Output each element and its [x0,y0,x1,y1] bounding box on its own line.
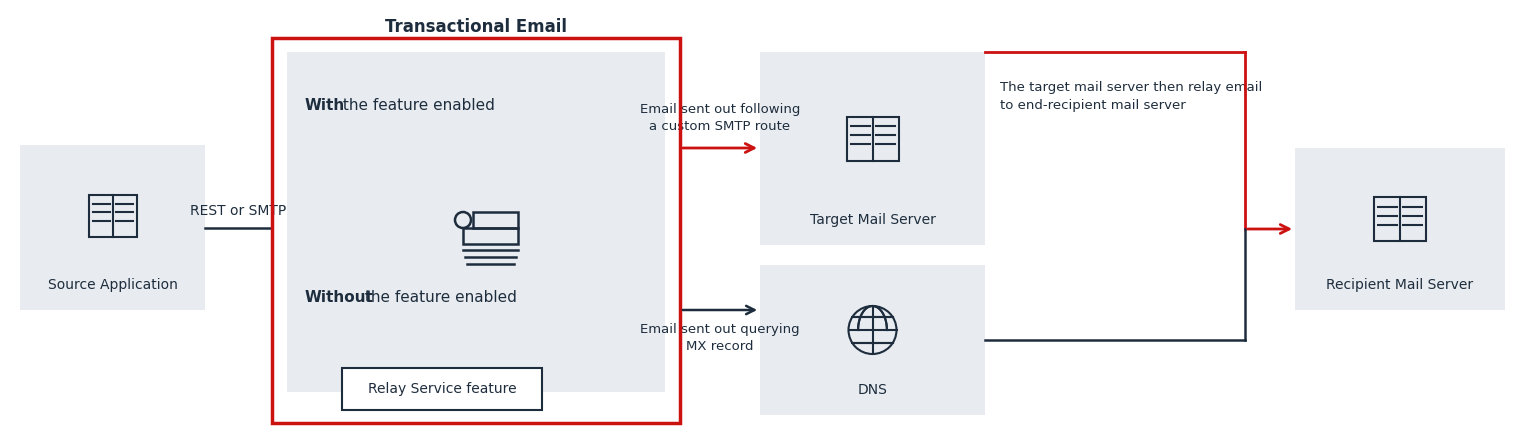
Bar [1295,148,1506,310]
Text: Relay Service feature: Relay Service feature [367,382,517,396]
Text: the feature enabled: the feature enabled [338,97,495,113]
Text: Transactional Email: Transactional Email [386,18,567,36]
Text: REST or SMTP: REST or SMTP [190,204,287,218]
Bar [1375,197,1426,241]
Text: the feature enabled: the feature enabled [360,291,517,305]
Text: Without: Without [305,291,373,305]
Text: Email sent out following: Email sent out following [640,104,800,117]
Bar [760,52,985,245]
Text: Recipient Mail Server: Recipient Mail Server [1326,278,1474,292]
Text: Source Application: Source Application [47,278,177,292]
Text: a custom SMTP route: a custom SMTP route [649,121,791,134]
Bar [760,265,985,415]
Bar [472,212,518,228]
Text: Target Mail Server: Target Mail Server [809,213,936,227]
Bar [846,117,899,160]
Text: DNS: DNS [858,383,887,397]
Text: With: With [305,97,346,113]
Bar [287,52,664,392]
Text: to end-recipient mail server: to end-recipient mail server [1000,98,1186,111]
Text: Email sent out querying: Email sent out querying [640,324,800,337]
Bar [271,38,680,423]
Bar [341,368,543,410]
Text: The target mail server then relay email: The target mail server then relay email [1000,81,1262,94]
Text: MX record: MX record [686,341,754,354]
Bar [88,194,137,236]
Bar [463,228,518,244]
Bar [20,145,206,310]
